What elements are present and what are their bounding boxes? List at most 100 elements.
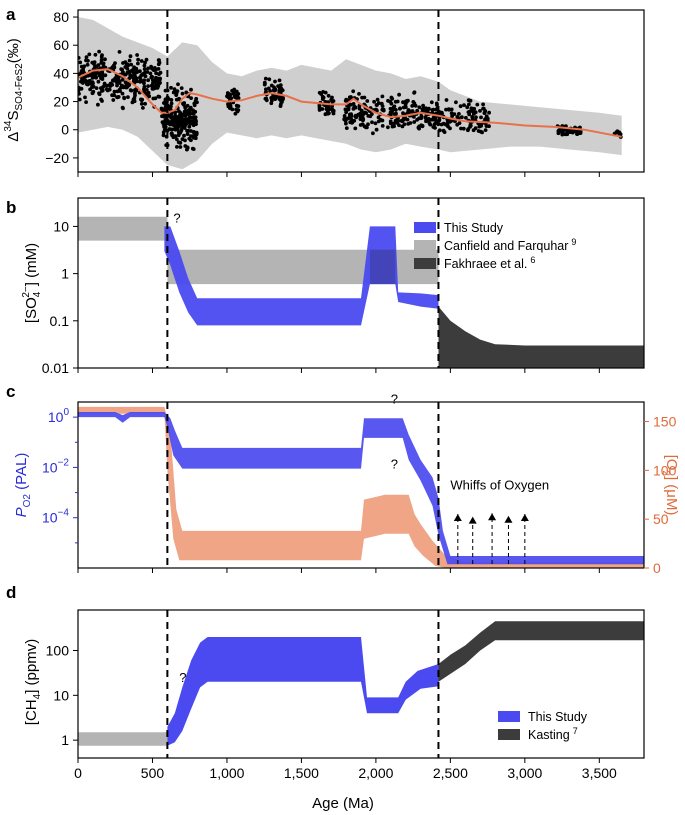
panel-a-data-point xyxy=(168,122,173,127)
panel-d-legend-label: Kasting 7 xyxy=(528,726,578,742)
panel-a-data-point xyxy=(471,112,476,116)
panel-a-data-point xyxy=(142,78,147,83)
panel-a-data-point xyxy=(116,75,121,80)
panel-a-data-point xyxy=(81,68,85,73)
panel-a-data-point xyxy=(174,93,179,97)
panel-a-data-point xyxy=(169,85,173,90)
panel-a-data-point xyxy=(467,102,471,107)
panel-a-data-point xyxy=(115,83,119,88)
panel-a-data-point xyxy=(146,84,151,88)
panel-a-data-point xyxy=(344,110,348,115)
panel-a-data-point xyxy=(120,77,125,82)
panel-a-data-point xyxy=(449,111,454,116)
panel-c-question-mark: ? xyxy=(391,457,398,472)
panel-b-fakhraee-band xyxy=(438,306,644,368)
panel-a-data-point xyxy=(392,112,397,116)
panel-a-data-point xyxy=(375,97,380,102)
panel-a-data-point xyxy=(100,88,105,93)
panel-a-data-point xyxy=(556,129,561,133)
panel-a-data-point xyxy=(358,113,362,118)
panel-a-data-point xyxy=(142,67,147,71)
panel-a-data-point xyxy=(461,126,466,131)
panel-a-data-point xyxy=(145,70,150,74)
panel-a-data-point xyxy=(474,115,478,120)
panel-a-data-point xyxy=(92,60,97,65)
panel-a-data-point xyxy=(477,124,482,129)
panel-a-data-point xyxy=(464,115,468,120)
panel-a-data-point xyxy=(138,75,142,80)
panel-d-ylabel: [CH4] (ppmv) xyxy=(23,639,43,725)
panel-a-data-point xyxy=(481,102,485,107)
panel-a-data-point xyxy=(150,87,155,91)
panel-c-left-ytick-label: 10−4 xyxy=(42,508,69,526)
panel-b-overlap-band xyxy=(369,249,396,285)
panel-a-data-point xyxy=(120,91,125,96)
panel-a-data-point xyxy=(151,96,156,101)
panel-a-data-point xyxy=(407,109,412,113)
panel-a-data-point xyxy=(457,112,461,116)
panel-a-data-point xyxy=(179,122,183,127)
panel-a-data-point xyxy=(128,88,133,93)
panel-a-data-point xyxy=(326,93,331,98)
panel-a-data-point xyxy=(177,115,182,120)
panel-d-plot-area xyxy=(78,621,644,746)
panel-a-ylabel: Δ34SSO4-FeS2(‰) xyxy=(3,38,25,141)
panel-a-data-point xyxy=(277,89,282,93)
panel-d-frame xyxy=(77,609,645,759)
panel-a-data-point xyxy=(107,87,112,92)
panel-a-data-point xyxy=(365,99,370,103)
panel-a-data-point xyxy=(189,87,193,92)
panel-c-right-ytick-label: 0 xyxy=(653,560,661,576)
panel-a-data-point xyxy=(236,96,241,100)
panel-c-left-ytick-label: 10−2 xyxy=(42,457,69,475)
panel-a-data-point xyxy=(182,101,187,105)
panel-letter-d: d xyxy=(6,583,16,602)
panel-a-data-point xyxy=(397,123,401,128)
panel-a-data-point xyxy=(149,75,154,80)
panel-a-data-point xyxy=(169,131,174,136)
panel-a-data-point xyxy=(158,70,163,75)
panel-a-data-point xyxy=(79,64,84,69)
panel-a-data-point xyxy=(183,105,188,110)
panel-b-ylabel: [SO42−] (mM) xyxy=(21,243,43,323)
panel-a-data-point xyxy=(88,87,92,92)
panel-a-data-point xyxy=(376,101,381,105)
panel-a-data-point xyxy=(454,100,458,105)
panel-a-data-point xyxy=(148,71,153,76)
panel-a-data-point xyxy=(127,58,132,63)
panel-a-data-point xyxy=(159,106,164,111)
panel-b-legend-label: Fakhraee et al. 6 xyxy=(444,255,535,271)
panel-a-data-point xyxy=(403,105,408,109)
panel-d-kasting-band xyxy=(438,621,644,682)
panel-a-data-point xyxy=(96,102,100,107)
panel-a-data-point xyxy=(191,134,196,138)
panel-a-data-point xyxy=(94,86,99,90)
panel-a-data-point xyxy=(141,106,145,110)
panel-a-plot-area xyxy=(78,17,623,170)
panel-a-data-point xyxy=(175,145,179,149)
panel-a-data-point xyxy=(421,103,425,108)
panel-a-data-point xyxy=(568,130,573,134)
panel-a-data-point xyxy=(264,87,268,92)
panel-c-left-ytick-exponent: 0 xyxy=(63,407,69,418)
panel-a: −20 0 20 40 60 80 xyxy=(45,9,645,177)
panel-a-data-point xyxy=(142,81,146,86)
panel-a-data-point xyxy=(481,106,486,111)
panel-a-data-point xyxy=(179,86,184,90)
panel-a-data-point xyxy=(139,97,143,102)
panel-a-data-point xyxy=(177,131,182,136)
panel-c-frame xyxy=(77,401,645,569)
panel-a-data-point xyxy=(411,100,416,104)
panel-a-data-point xyxy=(146,78,151,83)
panel-a-data-point xyxy=(118,89,122,93)
panel-a-data-point xyxy=(458,104,463,109)
panel-c-right-ytick-label: 100 xyxy=(653,462,677,478)
panel-a-data-point xyxy=(97,49,101,54)
panel-a-data-point xyxy=(468,123,473,127)
panel-b-legend-label: Canfield and Farquhar 9 xyxy=(444,237,576,253)
panel-a-ytick-label: 80 xyxy=(53,9,69,25)
panel-a-data-point xyxy=(380,124,385,128)
panel-a-data-point xyxy=(389,112,393,117)
panel-a-data-point xyxy=(439,110,444,115)
panel-a-data-point xyxy=(395,99,400,104)
